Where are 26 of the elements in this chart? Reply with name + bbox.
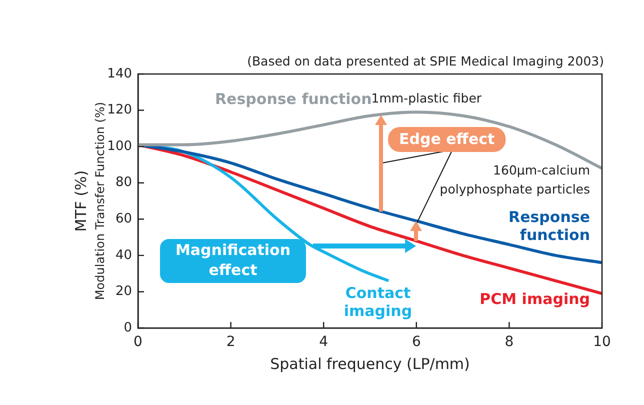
x-axis-title: Spatial frequency (LP/mm) — [270, 354, 470, 373]
series-label: PCM imaging — [480, 290, 590, 308]
y-axis-title: MTF (%) — [72, 170, 90, 232]
x-tick-label: 2 — [226, 334, 236, 350]
series-label: Response function — [508, 208, 590, 244]
x-tick-label: 0 — [134, 334, 142, 350]
y-tick-label: 140 — [107, 66, 132, 82]
y-tick-label: 80 — [115, 175, 132, 190]
y-tick-label: 60 — [115, 212, 132, 227]
y-tick-label: 100 — [107, 138, 132, 154]
text: (Based on data presented at SPIE Medical Imaging 2003) — [247, 53, 604, 68]
x-tick-label: 6 — [412, 334, 421, 350]
x-tick-label: 8 — [504, 334, 514, 350]
x-tick-label: 4 — [319, 334, 328, 350]
x-tick-label: 10 — [593, 334, 611, 350]
y-tick-label: 40 — [115, 248, 132, 263]
y-tick-label: 0 — [124, 320, 132, 336]
annotation: Magnification effect — [175, 240, 291, 279]
series-label: Response function — [215, 90, 372, 108]
y-tick-label: 120 — [107, 102, 132, 118]
annotation: Edge effect — [399, 130, 495, 148]
y-tick-label: 20 — [115, 284, 132, 300]
annotation: 1mm-plastic fiber — [371, 90, 482, 106]
annotation: 160μm-calcium polyphosphate particles — [440, 162, 590, 196]
series-label: Contact imaging — [344, 284, 412, 320]
text: Modulation Transfer Function (%) — [93, 102, 108, 300]
